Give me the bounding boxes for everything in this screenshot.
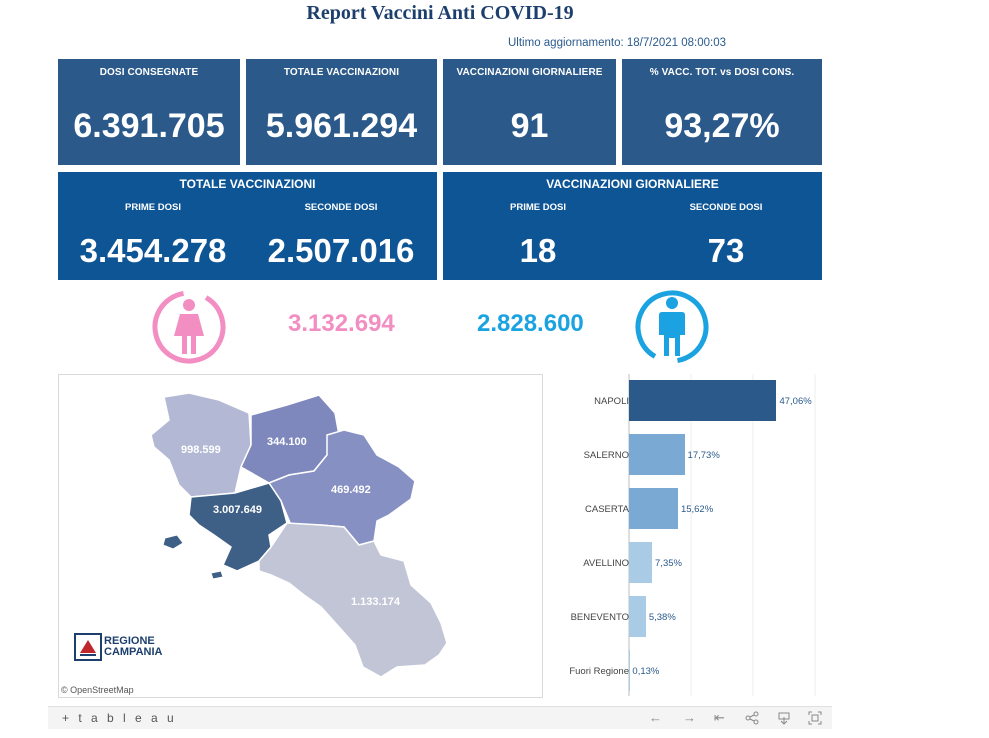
tableau-logo[interactable]: + t a b l e a u [62,711,177,725]
bar-value-label: 17,73% [687,450,720,461]
tableau-toolbar: + t a b l e a u ← → ⇤ [48,706,832,729]
kpi-value: 91 [510,107,549,145]
prime-dosi-label: PRIME DOSI [125,202,181,213]
download-icon[interactable] [777,711,791,725]
prime-dosi-label: PRIME DOSI [510,202,566,213]
map-label-salerno: 1.133.174 [351,596,401,608]
kpi-percent-vacc: % VACC. TOT. vs DOSI CONS. 93,27% [622,59,822,165]
kpi-label: % VACC. TOT. vs DOSI CONS. [649,67,795,78]
kpi-label: TOTALE VACCINAZIONI [283,67,400,78]
undo-button[interactable]: ← [649,710,662,725]
bar-value-label: 0,13% [632,666,660,677]
province-salerno[interactable] [258,522,448,678]
logo-line-2: CAMPANIA [104,646,163,658]
bar-benevento[interactable] [629,596,646,637]
campania-map[interactable]: 998.599 344.100 469.492 3.007.649 1.133.… [58,374,543,698]
logo-line-1: REGIONE [104,635,155,647]
regione-campania-text: REGIONE CAMPANIA [104,636,162,658]
seconde-dosi-label: SECONDE DOSI [689,202,763,213]
redo-button[interactable]: → [683,710,696,725]
bar-chart-gridlines [628,374,816,696]
bar-value-label: 47,06% [779,396,812,407]
fullscreen-icon[interactable] [808,711,822,725]
bar-value-label: 15,62% [680,504,714,515]
revert-button[interactable]: ⇤ [714,710,725,725]
kpi-totale-vaccinazioni: TOTALE VACCINAZIONI 5.961.294 [246,59,437,165]
seconde-dosi-label: SECONDE DOSI [304,202,378,213]
island-ischia [162,534,184,550]
seconde-dosi-value: 73 [707,232,745,269]
female-count: 3.132.694 [288,310,395,337]
report-title: Report Vaccini Anti COVID-19 [306,2,574,24]
bar-category-label: AVELLINO [583,558,629,569]
panel-totale-vaccinazioni: TOTALE VACCINAZIONI PRIME DOSI SECONDE D… [58,172,437,280]
last-updated: Ultimo aggiornamento: 18/7/2021 08:00:03 [508,37,727,49]
map-label-napoli: 3.007.649 [213,504,262,516]
panel-title: VACCINAZIONI GIORNALIERE [546,177,719,191]
map-attribution[interactable]: © OpenStreetMap [61,685,134,695]
prime-dosi-value: 18 [519,232,557,269]
male-icon [635,290,709,364]
bar-category-label: CASERTA [585,504,629,515]
kpi-label: DOSI CONSEGNATE [99,67,199,78]
bar-category-label: Fuori Regione [569,666,629,677]
prime-dosi-value: 3.454.278 [79,232,227,269]
regione-campania-logo: REGIONE CAMPANIA [74,633,162,668]
province-bar-chart: NAPOLI 47,06% SALERNO 17,73% CASERTA 15,62% AV… [555,374,825,696]
bar-category-label: BENEVENTO [570,612,629,623]
kpi-label: VACCINAZIONI GIORNALIERE [456,67,603,78]
kpi-dosi-consegnate: DOSI CONSEGNATE 6.391.705 [58,59,240,165]
male-count: 2.828.600 [477,310,584,337]
bar-value-label: 7,35% [655,558,682,569]
kpi-vaccinazioni-giornaliere: VACCINAZIONI GIORNALIERE 91 [443,59,616,165]
kpi-value: 6.391.705 [73,107,225,145]
map-label-caserta: 998.599 [181,444,221,456]
kpi-value: 5.961.294 [265,107,418,145]
island-capri [210,570,224,580]
panel-vaccinazioni-giornaliere: VACCINAZIONI GIORNALIERE PRIME DOSI SECO… [443,172,822,280]
bar-category-label: SALERNO [583,450,629,461]
map-canvas[interactable]: 998.599 344.100 469.492 3.007.649 1.133.… [59,375,542,697]
bar-category-label: NAPOLI [594,396,629,407]
bar-avellino[interactable] [629,542,653,583]
map-label-benevento: 344.100 [267,436,307,448]
regione-campania-emblem-icon [74,633,102,661]
bar-value-label: 5,38% [648,612,676,623]
female-icon [152,290,226,364]
bar-caserta[interactable] [629,488,678,529]
share-icon[interactable] [745,711,759,725]
map-label-avellino: 469.492 [331,484,371,496]
bar-salerno[interactable] [629,434,685,475]
kpi-value: 93,27% [664,107,780,145]
seconde-dosi-value: 2.507.016 [267,232,415,269]
bar-napoli[interactable] [629,380,777,421]
panel-title: TOTALE VACCINAZIONI [179,177,316,191]
